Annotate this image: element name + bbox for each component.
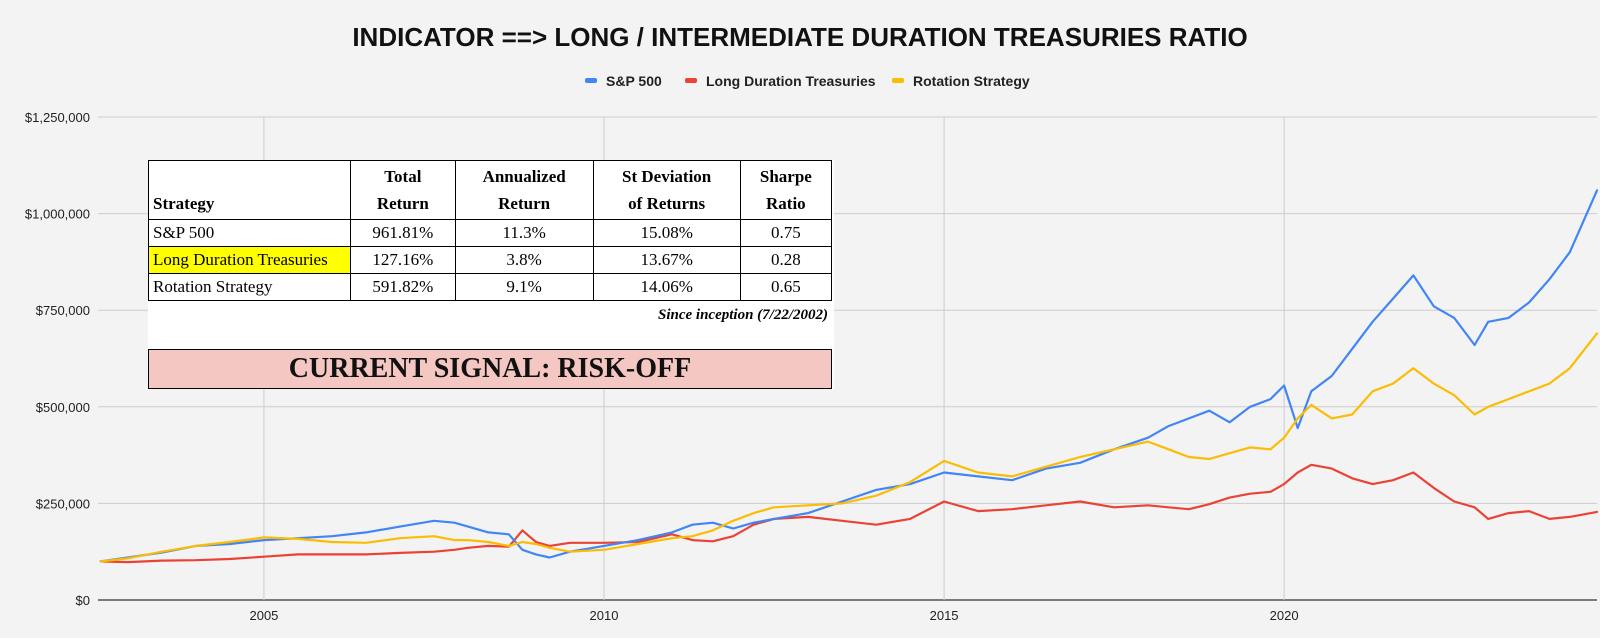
performance-table: Strategy Total Return Annualized Return St…: [148, 160, 833, 301]
series-line-long-duration-treasuries: [99, 463, 1599, 564]
table-header-row: Strategy Total Return Annualized Return St…: [148, 160, 833, 220]
y-tick-label: $500,000: [36, 400, 90, 415]
cell-st-deviation: 15.08%: [592, 219, 741, 247]
cell-sharpe-ratio: 0.28: [739, 246, 833, 274]
cell-total-return: 591.82%: [350, 273, 456, 301]
y-tick-label: $1,250,000: [25, 110, 90, 125]
legend-swatch: [685, 78, 697, 83]
current-signal-banner: CURRENT SIGNAL: RISK-OFF: [148, 349, 832, 389]
legend-label: Rotation Strategy: [913, 73, 1030, 89]
legend-swatch: [585, 78, 597, 83]
legend-item: Rotation Strategy: [892, 73, 1030, 89]
y-tick-label: $1,000,000: [25, 207, 90, 222]
series-lines: [99, 189, 1599, 564]
series-line-s-p-500: [99, 189, 1599, 563]
cell-sharpe-ratio: 0.75: [739, 219, 833, 247]
x-axis: 2005 2010 2015 2020: [249, 608, 1298, 623]
cell-st-deviation: 14.06%: [592, 273, 741, 301]
cell-total-return: 961.81%: [350, 219, 456, 247]
legend-label: S&P 500: [606, 73, 662, 89]
cell-strategy-highlighted: Long Duration Treasuries: [148, 246, 351, 274]
y-tick-label: $250,000: [36, 496, 90, 511]
chart-title: INDICATOR ==> LONG / INTERMEDIATE DURATI…: [352, 22, 1247, 52]
table-row: S&P 500 961.81% 11.3% 15.08% 0.75: [148, 219, 833, 247]
table-row: Rotation Strategy 591.82% 9.1% 14.06% 0.…: [148, 273, 833, 301]
since-inception-note: Since inception (7/22/2002): [658, 307, 828, 323]
cell-strategy: S&P 500: [148, 219, 351, 247]
legend-item: Long Duration Treasuries: [685, 73, 876, 89]
table-row: Long Duration Treasuries 127.16% 3.8% 13…: [148, 246, 833, 274]
cell-total-return: 127.16%: [350, 246, 456, 274]
cell-annualized-return: 9.1%: [454, 273, 594, 301]
header-sharpe-ratio: Sharpe Ratio: [739, 160, 833, 220]
x-tick-label: 2015: [930, 608, 959, 623]
cell-st-deviation: 13.67%: [592, 246, 741, 274]
y-tick-label: $750,000: [36, 303, 90, 318]
chart-legend: S&P 500 Long Duration Treasuries Rotation …: [585, 73, 1030, 89]
header-st-deviation: St Deviation of Returns: [592, 160, 741, 220]
chart-grid: [98, 116, 1597, 601]
x-tick-label: 2020: [1270, 608, 1299, 623]
header-annualized-return: Annualized Return: [454, 160, 594, 220]
cell-annualized-return: 11.3%: [454, 219, 594, 247]
cell-strategy: Rotation Strategy: [148, 273, 351, 301]
header-total-return: Total Return: [350, 160, 456, 220]
x-tick-label: 2010: [590, 608, 619, 623]
y-axis: $0 $250,000 $500,000 $750,000 $1,000,000 $1,2…: [25, 110, 90, 608]
series-line-rotation-strategy: [99, 332, 1599, 563]
x-tick-label: 2005: [249, 608, 278, 623]
legend-label: Long Duration Treasuries: [706, 73, 876, 89]
cell-sharpe-ratio: 0.65: [739, 273, 833, 301]
performance-table-panel: Strategy Total Return Annualized Return St…: [148, 160, 834, 389]
y-tick-label: $0: [76, 593, 90, 608]
cell-annualized-return: 3.8%: [454, 246, 594, 274]
legend-item: S&P 500: [585, 73, 662, 89]
header-strategy: Strategy: [148, 160, 351, 220]
legend-swatch: [892, 78, 904, 83]
